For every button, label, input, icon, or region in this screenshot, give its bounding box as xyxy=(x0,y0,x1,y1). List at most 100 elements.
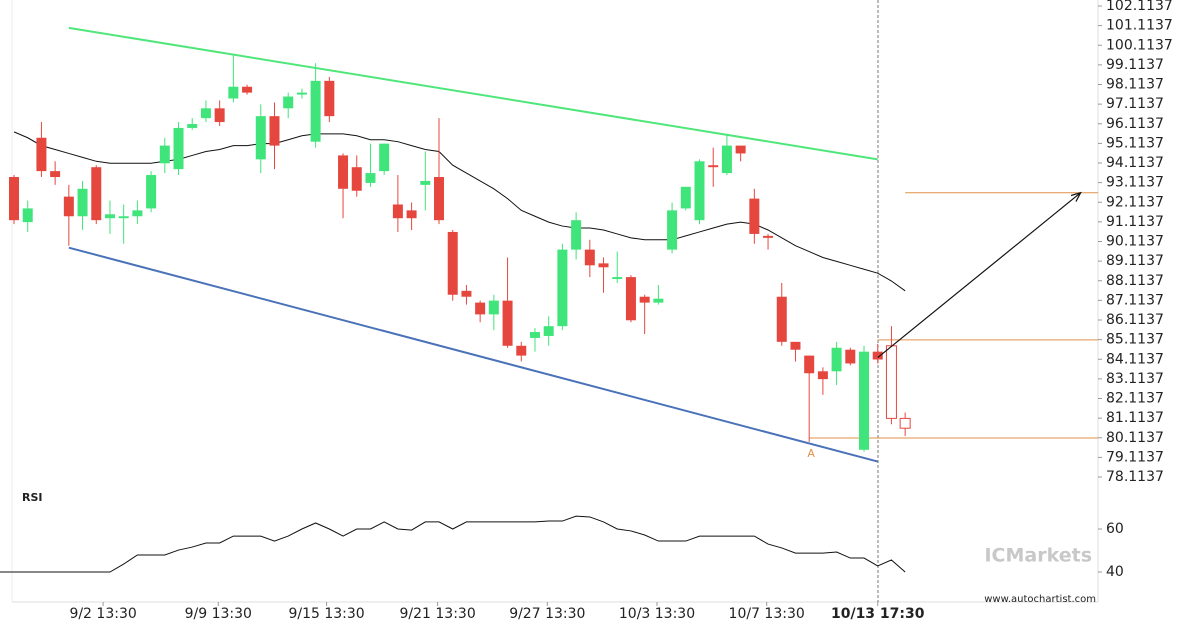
candle-body xyxy=(571,220,582,250)
candle-body xyxy=(187,124,198,128)
candle-body xyxy=(104,214,115,219)
candle-body xyxy=(36,137,47,172)
candle-body xyxy=(680,186,691,209)
y-tick-label: 86.1137 xyxy=(1106,312,1164,328)
candle-body xyxy=(885,345,897,419)
forecast-arrow xyxy=(877,192,1082,359)
x-tick-label: 9/15 13:30 xyxy=(288,606,364,622)
y-tick-label: 88.1137 xyxy=(1106,273,1164,289)
y-tick-label: 95.1137 xyxy=(1106,135,1164,151)
candle-body xyxy=(146,175,157,209)
candle-body xyxy=(406,210,417,219)
x-tick-label: 9/2 13:30 xyxy=(69,606,136,622)
candle-body xyxy=(242,86,253,93)
candle-body xyxy=(214,108,225,123)
channel-line xyxy=(68,246,878,463)
y-tick-label: 91.1137 xyxy=(1106,214,1164,230)
candle-body xyxy=(667,210,678,250)
y-tick-label: 79.1137 xyxy=(1106,449,1164,465)
candle-body xyxy=(543,326,554,336)
x-tick-label: 10/3 13:30 xyxy=(619,606,695,622)
x-tick-label: 9/9 13:30 xyxy=(185,606,252,622)
y-tick-label: 78.1137 xyxy=(1106,469,1164,485)
y-tick-label: 93.1137 xyxy=(1106,175,1164,191)
rsi-tick-label: 40 xyxy=(1106,564,1124,580)
candle-body xyxy=(338,155,349,189)
candle-body xyxy=(118,216,129,219)
candle-body xyxy=(639,296,650,303)
candle-body xyxy=(365,173,376,183)
candle-body xyxy=(379,143,390,172)
candle-body xyxy=(434,177,445,221)
y-tick-label: 100.1137 xyxy=(1106,37,1173,53)
candle-body xyxy=(749,198,760,234)
y-tick-label: 96.1137 xyxy=(1106,116,1164,132)
candle-body xyxy=(845,349,856,364)
candle-body xyxy=(735,145,746,154)
candle-body xyxy=(694,161,705,221)
y-tick-label: 81.1137 xyxy=(1106,410,1164,426)
y-tick-label: 89.1137 xyxy=(1106,253,1164,269)
y-tick-label: 102.1137 xyxy=(1106,0,1173,14)
y-tick-label: 101.1137 xyxy=(1106,18,1173,34)
x-tick-label: 10/13 17:30 xyxy=(831,606,925,622)
y-tick-label: 85.1137 xyxy=(1106,332,1164,348)
arrow-head xyxy=(1070,191,1082,202)
candle-body xyxy=(804,355,815,374)
y-tick-label: 98.1137 xyxy=(1106,77,1164,93)
candle-body xyxy=(721,145,732,174)
candle-body xyxy=(872,351,883,360)
y-tick-label: 80.1137 xyxy=(1106,430,1164,446)
candle-body xyxy=(255,116,266,160)
candle-body xyxy=(392,204,403,219)
y-tick-label: 84.1137 xyxy=(1106,351,1164,367)
footer: www.autochartist.com xyxy=(984,594,1096,605)
y-tick-label: 94.1137 xyxy=(1106,155,1164,171)
candle-body xyxy=(200,108,211,119)
pattern-label: A xyxy=(807,447,815,460)
candle-body xyxy=(831,347,842,372)
y-tick-label: 87.1137 xyxy=(1106,292,1164,308)
rsi-line xyxy=(0,515,906,573)
candle-body xyxy=(420,180,431,185)
x-tick-label: 10/7 13:30 xyxy=(729,606,805,622)
y-tick-label: 99.1137 xyxy=(1106,57,1164,73)
x-tick-label: 9/27 13:30 xyxy=(509,606,585,622)
candle-body xyxy=(529,332,540,338)
candle-body xyxy=(763,235,774,238)
y-tick-label: 82.1137 xyxy=(1106,391,1164,407)
y-tick-label: 83.1137 xyxy=(1106,371,1164,387)
candle-body xyxy=(132,210,143,217)
candle-body xyxy=(310,80,321,142)
candle-body xyxy=(447,231,458,295)
y-tick-label: 92.1137 xyxy=(1106,194,1164,210)
candle-body xyxy=(475,302,486,315)
candle-body xyxy=(516,345,527,356)
rsi-label: RSI xyxy=(22,491,43,504)
x-tick-label: 9/21 13:30 xyxy=(400,606,476,622)
y-tick-label: 97.1137 xyxy=(1106,96,1164,112)
candle-body xyxy=(63,196,74,217)
candle-body xyxy=(283,96,294,109)
candle-body xyxy=(9,177,19,221)
candle-body xyxy=(173,127,184,170)
watermark: ICMarkets xyxy=(984,545,1092,567)
candle-body xyxy=(22,208,33,223)
candle-body xyxy=(557,249,568,327)
candle-body xyxy=(91,167,102,221)
candle-body xyxy=(488,300,499,315)
candle-body xyxy=(790,341,801,350)
candle-body xyxy=(708,165,719,168)
rsi-tick-label: 60 xyxy=(1106,521,1124,537)
candle-body xyxy=(817,371,828,380)
candle-body xyxy=(269,116,280,146)
candle-body xyxy=(296,92,307,95)
candle-body xyxy=(612,277,623,280)
candle-body xyxy=(324,80,335,117)
channel-line xyxy=(68,26,878,161)
candle-body xyxy=(461,290,472,297)
candle-body xyxy=(351,167,362,191)
candle-body xyxy=(625,277,636,321)
candle-body xyxy=(584,249,595,266)
